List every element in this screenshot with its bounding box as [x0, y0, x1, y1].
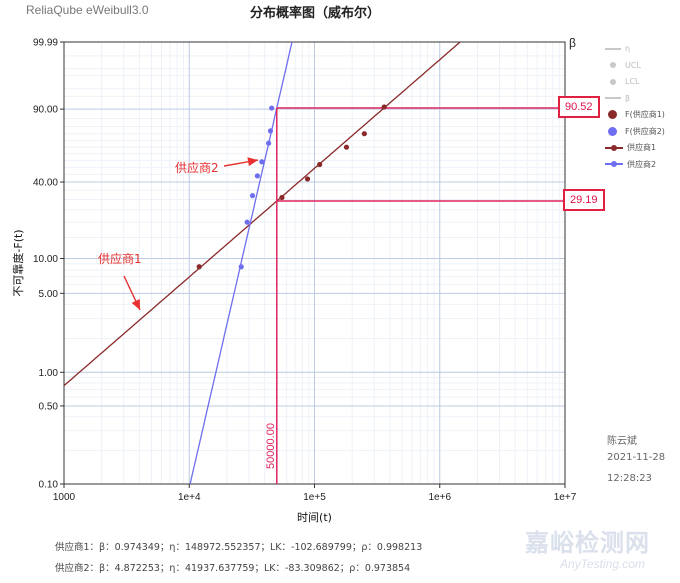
legend-item[interactable]: F(供应商2): [605, 125, 665, 139]
legend-symbol: [610, 62, 616, 68]
params-supplier1: 供应商1：β：0.974349；η：148972.552357；LK：-102.…: [55, 542, 423, 553]
legend-item[interactable]: F(供应商1): [605, 108, 665, 122]
legend-label: β: [625, 93, 631, 103]
annotation-arrow-supplier2: [223, 157, 259, 167]
x-tick-label: 1e+5: [303, 492, 326, 503]
legend-symbol: [605, 144, 623, 151]
legend-label: F(供应商2): [625, 126, 665, 136]
annotation-supplier2: 供应商2: [175, 161, 219, 175]
chart-title: 分布概率图（威布尔）: [250, 6, 381, 21]
y-tick-label: 40.00: [33, 178, 58, 189]
data-point-supplier1: [361, 131, 367, 137]
data-point-supplier2: [249, 193, 256, 199]
marker-x-label: 50000.00: [265, 423, 277, 469]
y-tick-label: 10.00: [33, 254, 58, 265]
app-title: ReliaQube eWeibull3.0: [26, 3, 149, 17]
legend-label: 供应商2: [627, 159, 657, 169]
data-point-supplier2: [265, 140, 272, 146]
watermark-logo-text: 嘉峪检测网: [525, 529, 650, 557]
legend-item[interactable]: η: [605, 42, 630, 56]
marker-value-top: 90.52: [558, 96, 600, 118]
legend-label: F(供应商1): [625, 110, 665, 119]
data-point-supplier1: [381, 104, 387, 110]
data-point-supplier1: [317, 161, 323, 168]
legend-item[interactable]: β: [605, 92, 630, 106]
legend-symbol: [605, 47, 621, 50]
y-tick-label: 90.00: [33, 105, 58, 116]
data-point-supplier1: [196, 264, 202, 270]
x-tick-label: 1e+7: [554, 492, 577, 503]
y-tick-label: 5.00: [39, 289, 59, 300]
annotation-arrow-supplier1: [123, 275, 141, 311]
y-axis-label: 不可靠度-F(t): [11, 229, 25, 296]
author-name: 陈云斌: [607, 436, 637, 447]
x-tick-label: 1e+4: [178, 492, 201, 503]
data-point-supplier1: [343, 144, 350, 150]
x-tick-label: 1000: [53, 492, 76, 503]
data-point-supplier2: [238, 264, 244, 270]
fit-line-supplier2: [189, 42, 293, 484]
data-point-supplier2: [269, 105, 275, 111]
right-axis-beta-label: β: [569, 36, 576, 50]
fit-line-supplier1: [64, 42, 462, 387]
data-point-supplier2: [259, 159, 265, 165]
legend-symbol: [610, 78, 616, 85]
x-axis-label: 时间(t): [297, 511, 332, 524]
data-point-supplier2: [244, 219, 250, 225]
legend-symbol: [608, 126, 617, 136]
legend-label: η: [625, 44, 631, 53]
legend-label: 供应商1: [627, 143, 657, 152]
legend-symbol: [605, 97, 621, 99]
y-tick-label: 0.10: [39, 480, 59, 491]
legend-label: LCL: [625, 77, 640, 86]
report-time: 12:28:23: [607, 473, 652, 484]
legend-item[interactable]: 供应商2: [605, 158, 656, 172]
params-supplier2: 供应商2：β：4.872253；η：41937.637759；LK：-83.30…: [55, 563, 411, 574]
data-point-supplier2: [254, 173, 260, 179]
watermark-url: AnyTesting.com: [560, 557, 645, 571]
data-point-supplier2: [267, 128, 274, 134]
annotation-supplier1: 供应商1: [98, 252, 142, 266]
data-point-supplier1: [304, 176, 311, 182]
data-point-supplier1: [279, 194, 285, 201]
y-tick-label: 1.00: [39, 368, 59, 379]
annotation-arrow-supplier2-head: [247, 157, 258, 167]
legend-item[interactable]: 供应商1: [605, 141, 656, 155]
y-tick-label: 0.50: [39, 401, 59, 412]
x-tick-label: 1e+6: [428, 492, 451, 503]
report-date: 2021-11-28: [607, 452, 666, 463]
annotation-arrow-supplier1-head: [131, 299, 140, 310]
y-tick-label: 99.99: [33, 38, 58, 49]
legend-item[interactable]: UCL: [605, 59, 641, 73]
legend-symbol: [605, 161, 623, 167]
legend-label: UCL: [625, 60, 641, 70]
legend-item[interactable]: LCL: [605, 75, 640, 89]
legend-symbol: [608, 110, 617, 119]
marker-value-bottom: 29.19: [563, 189, 605, 211]
